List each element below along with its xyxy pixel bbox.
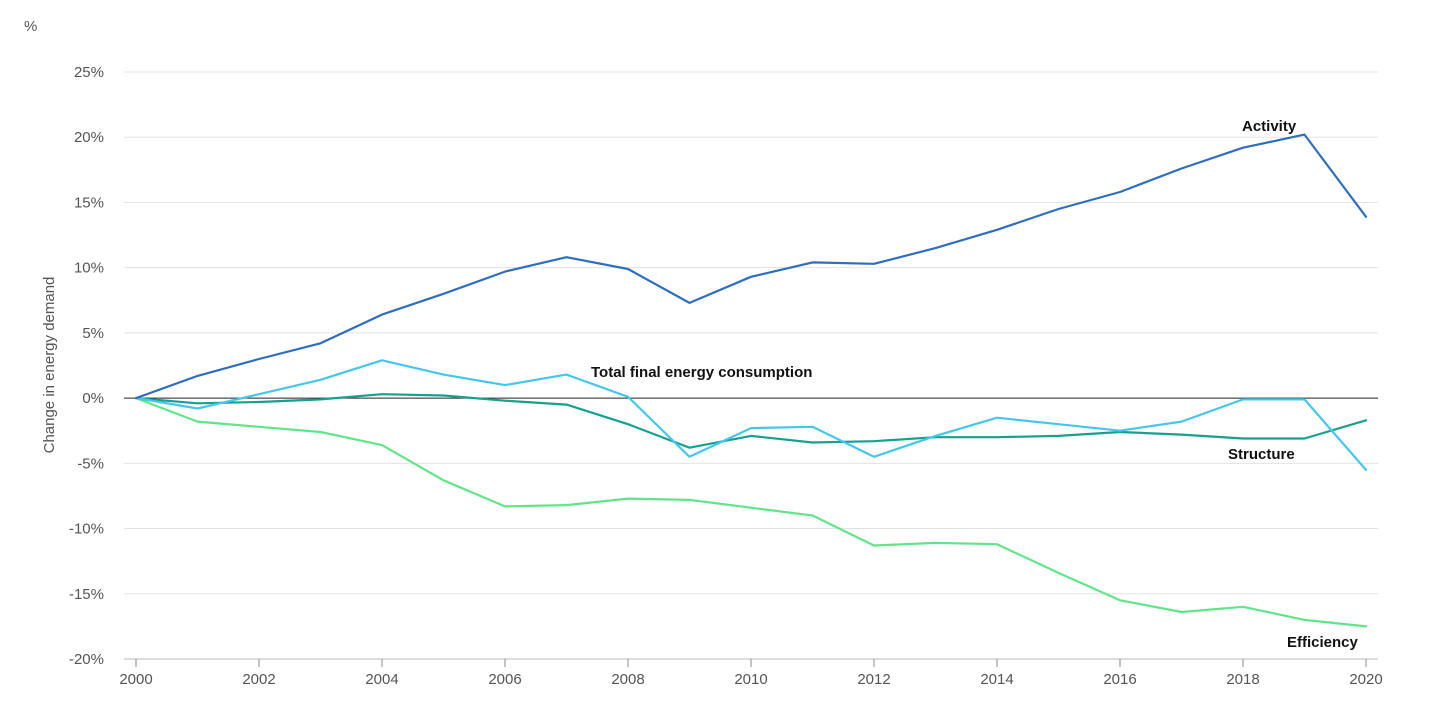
x-tick-label: 2000 xyxy=(119,671,152,688)
y-tick-label: 15% xyxy=(74,194,104,211)
y-tick-label: 25% xyxy=(74,64,104,81)
x-tick-label: 2016 xyxy=(1103,671,1136,688)
series-label-activity: Activity xyxy=(1242,118,1297,135)
y-tick-label: -5% xyxy=(77,455,104,472)
series-label-structure: Structure xyxy=(1228,446,1295,463)
x-tick-label: 2010 xyxy=(734,671,767,688)
x-tick-label: 2004 xyxy=(365,671,398,688)
x-tick-label: 2002 xyxy=(242,671,275,688)
series-lines xyxy=(134,133,1368,628)
x-tick-label: 2008 xyxy=(611,671,644,688)
y-tick-label: 20% xyxy=(74,129,104,146)
series-line-structure xyxy=(134,393,1368,449)
series-label-efficiency: Efficiency xyxy=(1287,634,1359,651)
x-tick-label: 2020 xyxy=(1349,671,1382,688)
series-label-total-final-energy-consumption: Total final energy consumption xyxy=(591,364,812,381)
unit-label: % xyxy=(24,18,37,35)
x-tick-label: 2014 xyxy=(980,671,1013,688)
y-tick-label: 5% xyxy=(82,325,104,342)
series-line-activity xyxy=(134,133,1368,400)
x-tick-label: 2018 xyxy=(1226,671,1259,688)
y-tick-label: 10% xyxy=(74,260,104,277)
series-line-total-final-energy-consumption xyxy=(134,359,1368,471)
y-tick-label: -10% xyxy=(69,521,104,538)
x-tick-label: 2012 xyxy=(857,671,890,688)
y-axis-title: Change in energy demand xyxy=(41,277,58,454)
y-tick-label: 0% xyxy=(82,390,104,407)
series-line-efficiency xyxy=(134,397,1368,628)
x-tick-label: 2006 xyxy=(488,671,521,688)
y-axis-ticks: 25% 20% 15% 10% 5% 0% -5% -10% -15% -20% xyxy=(69,64,104,668)
y-tick-label: -20% xyxy=(69,651,104,668)
series-labels: Activity Total final energy consumption St… xyxy=(591,118,1359,651)
x-axis: 2000 2002 2004 2006 2008 2010 2012 2014 2016 2018… xyxy=(119,658,1383,688)
y-tick-label: -15% xyxy=(69,586,104,603)
